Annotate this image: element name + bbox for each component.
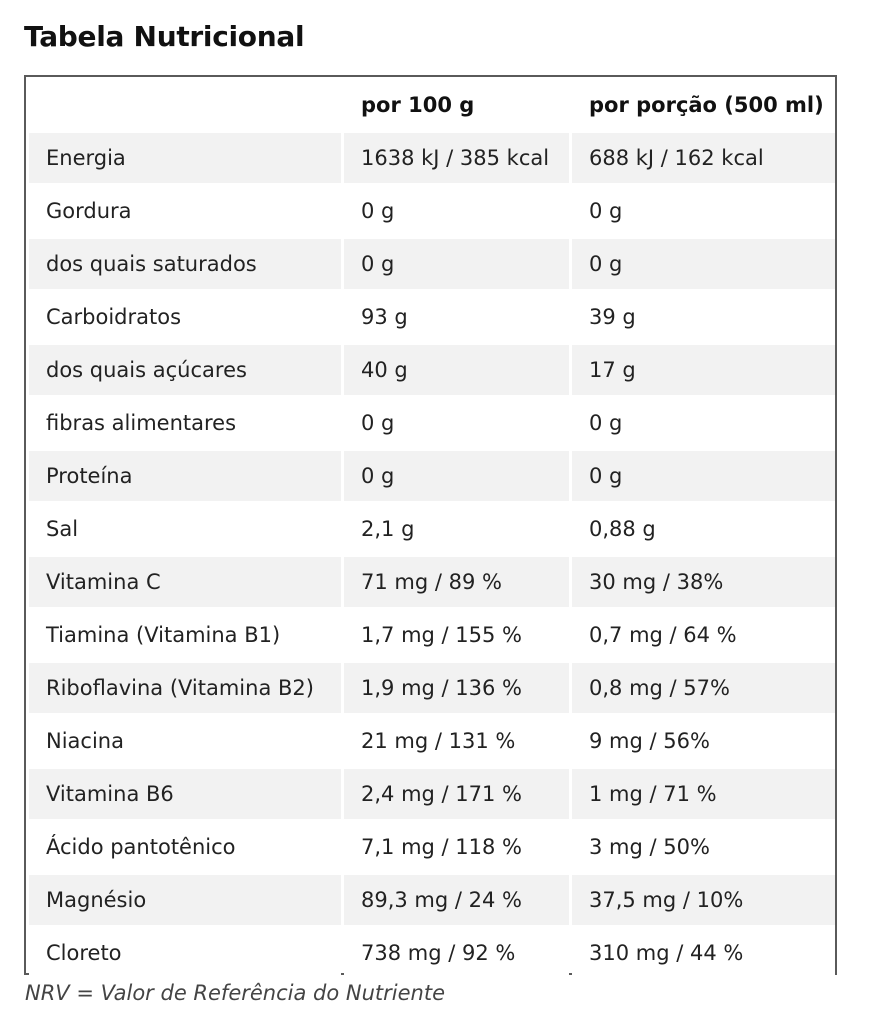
nutrient-name-cell: Cloreto (29, 928, 341, 978)
per-100g-value-cell: 738 mg / 92 % (344, 928, 569, 978)
per-100g-value-cell: 89,3 mg / 24 % (344, 875, 569, 925)
per-100g-value-cell: 0 g (344, 239, 569, 289)
per-100g-value-cell: 0 g (344, 451, 569, 501)
per-100g-value-cell: 93 g (344, 292, 569, 342)
per-100g-value-cell: 2,1 g (344, 504, 569, 554)
per-portion-value-cell: 37,5 mg / 10% (572, 875, 835, 925)
nutrient-name-cell: dos quais saturados (29, 239, 341, 289)
per-100g-value-cell: 0 g (344, 186, 569, 236)
per-100g-value-cell: 1,9 mg / 136 % (344, 663, 569, 713)
per-portion-value-cell: 9 mg / 56% (572, 716, 835, 766)
per-portion-value-cell: 0 g (572, 239, 835, 289)
per-portion-value-cell: 0,7 mg / 64 % (572, 610, 835, 660)
nutrient-name-cell: fibras alimentares (29, 398, 341, 448)
page-title: Tabela Nutricional (24, 20, 305, 53)
per-portion-value-cell: 39 g (572, 292, 835, 342)
table-row: Tiamina (Vitamina B1) 1,7 mg / 155 % 0,7 m… (29, 610, 835, 660)
nutrient-name-cell: dos quais açúcares (29, 345, 341, 395)
nutrition-table-frame: por 100 g por porção (500 ml) Energia 163… (24, 75, 837, 978)
nutrient-name-cell: Proteína (29, 451, 341, 501)
per-100g-value-cell: 1,7 mg / 155 % (344, 610, 569, 660)
nutrient-name-cell: Niacina (29, 716, 341, 766)
per-100g-value-cell: 7,1 mg / 118 % (344, 822, 569, 872)
footnote: NRV = Valor de Referência do Nutriente (25, 981, 445, 1005)
header-nutrient (29, 80, 341, 130)
table-row: Riboflavina (Vitamina B2) 1,9 mg / 136 % 0… (29, 663, 835, 713)
nutrient-name-cell: Ácido pantotênico (29, 822, 341, 872)
per-100g-value-cell: 0 g (344, 398, 569, 448)
table-row: Vitamina C 71 mg / 89 % 30 mg / 38% (29, 557, 835, 607)
per-100g-value-cell: 1638 kJ / 385 kcal (344, 133, 569, 183)
header-per-portion: por porção (500 ml) (572, 80, 835, 130)
per-portion-value-cell: 0 g (572, 186, 835, 236)
table-header-row: por 100 g por porção (500 ml) (29, 80, 835, 130)
table-row: Energia 1638 kJ / 385 kcal 688 kJ / 162 kc… (29, 133, 835, 183)
header-per-100g: por 100 g (344, 80, 569, 130)
table-row: Cloreto 738 mg / 92 % 310 mg / 44 % (29, 928, 835, 978)
nutrient-name-cell: Tiamina (Vitamina B1) (29, 610, 341, 660)
table-row: Carboidratos 93 g 39 g (29, 292, 835, 342)
nutrient-name-cell: Carboidratos (29, 292, 341, 342)
nutrient-name-cell: Magnésio (29, 875, 341, 925)
table-row: dos quais açúcares 40 g 17 g (29, 345, 835, 395)
nutrition-table-body: Energia 1638 kJ / 385 kcal 688 kJ / 162 kc… (29, 133, 835, 978)
nutrient-name-cell: Riboflavina (Vitamina B2) (29, 663, 341, 713)
nutrient-name-cell: Energia (29, 133, 341, 183)
per-portion-value-cell: 30 mg / 38% (572, 557, 835, 607)
nutrient-name-cell: Vitamina C (29, 557, 341, 607)
nutrition-table: por 100 g por porção (500 ml) Energia 163… (26, 77, 838, 981)
per-portion-value-cell: 3 mg / 50% (572, 822, 835, 872)
per-portion-value-cell: 688 kJ / 162 kcal (572, 133, 835, 183)
per-portion-value-cell: 17 g (572, 345, 835, 395)
per-portion-value-cell: 310 mg / 44 % (572, 928, 835, 978)
per-100g-value-cell: 21 mg / 131 % (344, 716, 569, 766)
table-row: Ácido pantotênico 7,1 mg / 118 % 3 mg / 50… (29, 822, 835, 872)
table-row: Magnésio 89,3 mg / 24 % 37,5 mg / 10% (29, 875, 835, 925)
per-portion-value-cell: 0 g (572, 398, 835, 448)
per-portion-value-cell: 0,88 g (572, 504, 835, 554)
table-row: Sal 2,1 g 0,88 g (29, 504, 835, 554)
nutrient-name-cell: Gordura (29, 186, 341, 236)
per-100g-value-cell: 40 g (344, 345, 569, 395)
per-portion-value-cell: 1 mg / 71 % (572, 769, 835, 819)
nutrient-name-cell: Sal (29, 504, 341, 554)
per-100g-value-cell: 2,4 mg / 171 % (344, 769, 569, 819)
per-portion-value-cell: 0,8 mg / 57% (572, 663, 835, 713)
table-row: Niacina 21 mg / 131 % 9 mg / 56% (29, 716, 835, 766)
per-100g-value-cell: 71 mg / 89 % (344, 557, 569, 607)
per-portion-value-cell: 0 g (572, 451, 835, 501)
nutrient-name-cell: Vitamina B6 (29, 769, 341, 819)
table-row: Vitamina B6 2,4 mg / 171 % 1 mg / 71 % (29, 769, 835, 819)
